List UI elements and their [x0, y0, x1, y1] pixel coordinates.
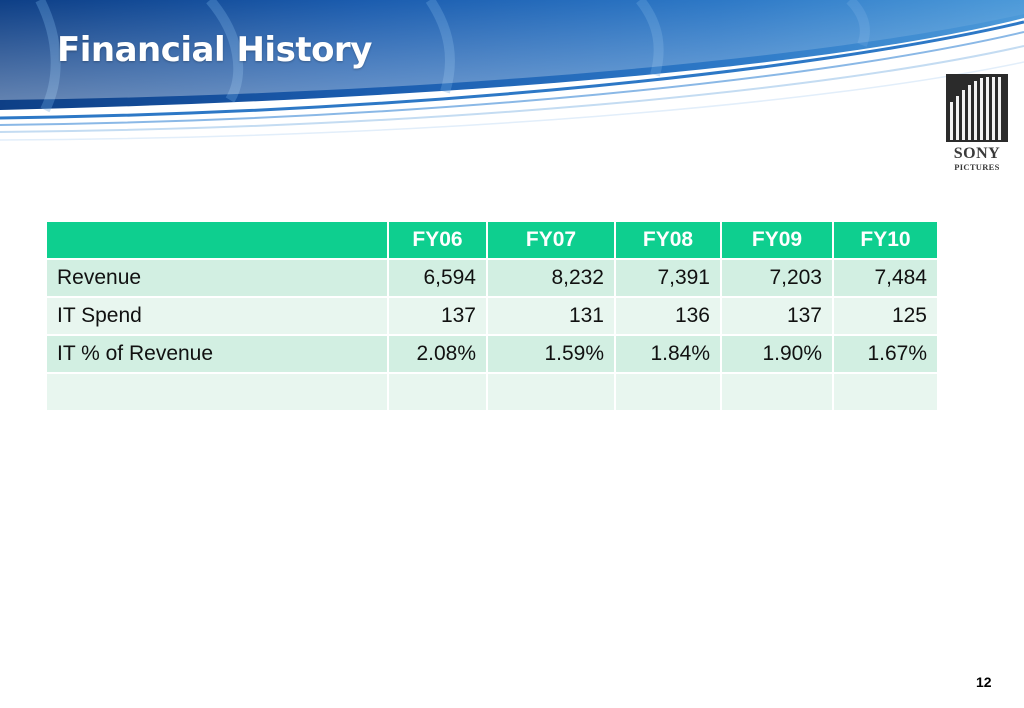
table-row: IT Spend 137 131 136 137 125: [47, 298, 937, 336]
table-cell: 1.84%: [616, 336, 722, 374]
table-cell: 137: [722, 298, 834, 336]
column-header: FY10: [834, 222, 937, 260]
row-label: Revenue: [47, 260, 389, 298]
table-cell: [834, 374, 937, 412]
header-banner: [0, 0, 1024, 141]
page-number: 12: [976, 674, 992, 690]
table-cell: 125: [834, 298, 937, 336]
column-header: FY06: [389, 222, 488, 260]
table-cell: [616, 374, 722, 412]
column-header: FY09: [722, 222, 834, 260]
table-cell: 137: [389, 298, 488, 336]
table-cell: 6,594: [389, 260, 488, 298]
table-cell: 2.08%: [389, 336, 488, 374]
sony-pictures-logo: SONY PICTURES: [946, 74, 1008, 172]
logo-emblem-icon: [946, 74, 1008, 142]
table-cell: 7,203: [722, 260, 834, 298]
row-label: IT Spend: [47, 298, 389, 336]
table-row: IT % of Revenue 2.08% 1.59% 1.84% 1.90% …: [47, 336, 937, 374]
column-header: FY07: [488, 222, 616, 260]
column-header: FY08: [616, 222, 722, 260]
row-label: IT % of Revenue: [47, 336, 389, 374]
table-cell: 7,484: [834, 260, 937, 298]
financial-table: FY06 FY07 FY08 FY09 FY10 Revenue 6,594 8…: [47, 222, 937, 412]
table-cell: 7,391: [616, 260, 722, 298]
table-cell: [488, 374, 616, 412]
column-header: [47, 222, 389, 260]
table-cell: [389, 374, 488, 412]
table-row: Revenue 6,594 8,232 7,391 7,203 7,484: [47, 260, 937, 298]
table-cell: 131: [488, 298, 616, 336]
table-cell: 8,232: [488, 260, 616, 298]
table-cell: 136: [616, 298, 722, 336]
table-cell: [722, 374, 834, 412]
row-label: [47, 374, 389, 412]
slide-title: Financial History: [57, 30, 372, 70]
table-row: [47, 374, 937, 412]
logo-line1: SONY: [953, 145, 1001, 162]
table-cell: 1.67%: [834, 336, 937, 374]
table-cell: 1.90%: [722, 336, 834, 374]
table-cell: 1.59%: [488, 336, 616, 374]
logo-line2: PICTURES: [954, 162, 1000, 172]
table-header-row: FY06 FY07 FY08 FY09 FY10: [47, 222, 937, 260]
